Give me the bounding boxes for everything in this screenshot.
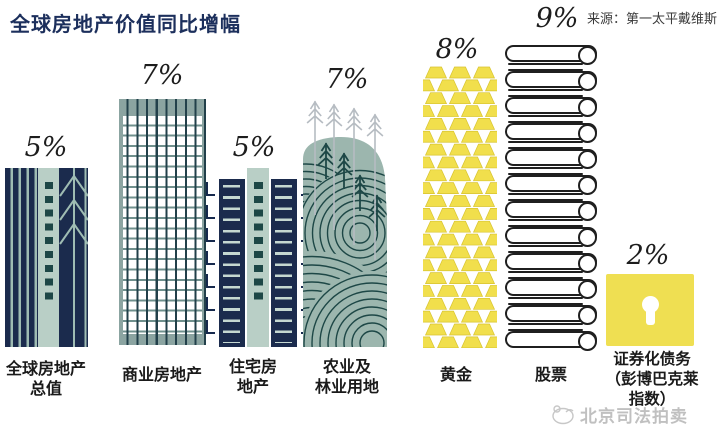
category-label-stocks: 股票 <box>506 366 596 386</box>
value-label-farmland: 7% <box>325 64 369 95</box>
balcony-bracket <box>206 274 215 288</box>
value-label-global: 5% <box>24 132 68 163</box>
value-label-gold: 8% <box>435 34 479 65</box>
stock-certificates-icon <box>505 45 597 351</box>
sheet-lines <box>505 244 597 253</box>
paper-roll <box>505 71 597 91</box>
label-line: 农业及 <box>322 359 371 376</box>
paper-roll <box>505 279 597 299</box>
label-line: 住宅房 <box>228 359 277 376</box>
value-label-stocks: 9% <box>535 3 579 34</box>
watermark: 北京司法拍卖 <box>550 397 720 431</box>
window-column <box>44 182 53 300</box>
label-line: （彭博巴克莱 <box>605 370 699 388</box>
paper-roll <box>505 149 597 169</box>
gold-bars-icon <box>423 66 497 348</box>
label-line: 股票 <box>534 367 567 384</box>
paper-roll <box>505 201 597 221</box>
residential-building-illustration <box>206 168 310 347</box>
chevron-pattern <box>59 168 89 347</box>
keyhole-stem <box>645 308 655 325</box>
navy-buildings-icon <box>5 168 89 347</box>
farmland-forest-icon <box>303 100 387 348</box>
label-line: 商业房地产 <box>121 367 202 384</box>
right-tower <box>271 179 297 347</box>
value-label-residential: 5% <box>232 132 276 163</box>
left-tower <box>219 179 245 347</box>
label-line: 证券化债务 <box>613 351 691 368</box>
page-title: 全球房地产价值同比增幅 <box>10 14 241 36</box>
paper-roll <box>505 227 597 247</box>
sheet-lines <box>505 114 597 123</box>
category-label-global: 全球房地产 总值 <box>0 360 92 401</box>
balcony-bracket <box>206 251 215 265</box>
sheet-lines <box>505 62 597 71</box>
category-label-debt: 证券化债务 （彭博巴克莱 指数） <box>589 350 715 409</box>
cat-doodle-icon <box>552 405 574 425</box>
paper-roll <box>505 123 597 143</box>
label-line: 林业用地 <box>314 379 379 397</box>
label-line: 指数） <box>628 390 676 408</box>
office-tower-icon <box>119 99 206 345</box>
watermark-text: 北京司法拍卖 <box>580 406 688 426</box>
striped-building <box>5 168 38 347</box>
category-label-farmland: 农业及 林业用地 <box>299 358 395 399</box>
value-label-commercial: 7% <box>140 60 184 91</box>
balcony-dashes <box>275 185 292 343</box>
category-label-commercial: 商业房地产 <box>107 366 217 386</box>
padlock-icon <box>606 274 694 346</box>
paper-roll <box>505 253 597 273</box>
balcony-dashes <box>223 185 240 343</box>
balcony-bracket <box>206 320 215 334</box>
sheet-lines <box>505 218 597 227</box>
paper-roll <box>505 97 597 117</box>
value-label-debt: 2% <box>626 240 670 271</box>
balcony-bracket <box>206 297 215 311</box>
category-label-gold: 黄金 <box>411 366 501 386</box>
sheet-lines <box>505 88 597 97</box>
sheet-lines <box>505 270 597 279</box>
balcony-bracket <box>206 182 215 196</box>
pine-trees-gray <box>306 100 384 260</box>
sheet-lines <box>505 140 597 149</box>
center-band <box>247 168 269 347</box>
pine-trees-dark <box>317 142 386 231</box>
sheet-lines <box>505 192 597 201</box>
source-note: 来源：第一太平戴维斯 <box>586 11 717 26</box>
paper-roll <box>505 45 597 65</box>
paper-roll <box>505 331 597 351</box>
window-column <box>253 182 263 300</box>
sheet-lines <box>505 322 597 331</box>
sheet-lines <box>505 296 597 305</box>
balcony-bracket <box>206 205 215 219</box>
category-label-residential: 住宅房 地产 <box>208 358 298 399</box>
label-line: 黄金 <box>439 367 472 384</box>
paper-roll <box>505 175 597 195</box>
label-line: 全球房地产 <box>5 361 86 378</box>
paper-roll <box>505 305 597 325</box>
window-band <box>38 168 59 347</box>
chevron-building <box>59 168 89 347</box>
mullion-lines <box>119 99 206 345</box>
crop-field-arcs <box>303 163 387 348</box>
sheet-lines <box>505 166 597 175</box>
balcony-bracket <box>206 228 215 242</box>
label-line: 地产 <box>236 379 269 397</box>
label-line: 总值 <box>29 381 62 399</box>
